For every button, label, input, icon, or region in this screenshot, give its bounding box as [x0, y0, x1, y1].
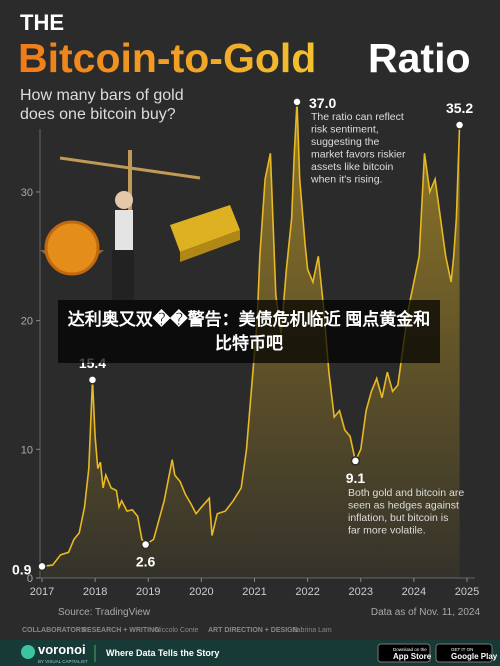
play-badge-top: GET IT ON	[451, 647, 473, 652]
highlight-point	[292, 97, 302, 107]
source: Source: TradingView	[58, 607, 151, 618]
x-tick-label: 2017	[30, 586, 54, 598]
play-badge[interactable]	[435, 643, 493, 663]
illustration	[40, 150, 240, 300]
annotation: far more volatile.	[348, 525, 426, 537]
x-tick-label: 2019	[136, 586, 160, 598]
highlight-point	[350, 456, 361, 466]
app-badge[interactable]	[377, 643, 431, 663]
title: Bitcoin-to-Gold	[18, 35, 316, 81]
annotation: inflation, but bitcoin is	[348, 512, 448, 524]
credit: ART DIRECTION + DESIGN	[208, 627, 298, 634]
tagline: Where Data Tells the Story	[106, 648, 219, 658]
highlight-label: 2.6	[136, 554, 156, 570]
title-suffix: Ratio	[368, 35, 471, 81]
x-tick-label: 2023	[349, 586, 373, 598]
app-badge-label: App Store	[393, 652, 432, 661]
credit: Sabrina Lam	[292, 627, 332, 634]
x-tick-label: 2020	[189, 586, 213, 598]
y-tick-label: 20	[21, 316, 33, 328]
highlight-label: 9.1	[346, 470, 366, 486]
annotation: market favors riskier	[311, 149, 406, 161]
x-tick-label: 2018	[83, 586, 107, 598]
title-prefix: THE	[20, 10, 64, 35]
line	[41, 101, 461, 568]
annotation: assets like bitcoin	[311, 161, 393, 173]
x-tick-label: 2022	[295, 586, 319, 598]
brand-sub: BY VISUAL CAPITALIST	[38, 659, 88, 664]
x-tick-label: 2025	[455, 586, 479, 598]
y-tick-label: 0	[27, 573, 33, 585]
annotation: The ratio can reflect	[311, 111, 404, 123]
highlight-label: 37.0	[309, 95, 336, 111]
area	[42, 101, 460, 579]
highlight-point	[140, 539, 151, 550]
highlight-point	[87, 375, 98, 385]
banner: 达利奥又双��警告：美债危机临近 囤点黄金和比特币吧	[58, 300, 440, 363]
annotation: Both gold and bitcoin are	[348, 487, 464, 499]
subtitle: does one bitcoin buy?	[20, 106, 176, 123]
annotation: risk sentiment,	[311, 124, 379, 136]
highlight-label: 35.2	[446, 100, 473, 116]
highlight-label: 0.9	[12, 561, 32, 577]
highlight-point	[37, 561, 47, 572]
x-tick-label: 2024	[402, 586, 426, 598]
annotation: when it's rising.	[310, 174, 382, 186]
play-badge-label: Google Play	[451, 652, 498, 661]
credit: COLLABORATORS	[22, 627, 86, 634]
y-tick-label: 10	[21, 444, 33, 456]
plot: 0 10 20 30 2017 2018 2019 2020 2021 2022 2023 2024 2…	[12, 95, 479, 598]
x-tick-label: 2021	[242, 586, 266, 598]
annotation: seen as hedges against	[348, 500, 459, 512]
credit: RESEARCH + WRITING	[82, 627, 160, 634]
subtitle: How many bars of gold	[20, 87, 184, 104]
annotation: suggesting the	[311, 136, 379, 148]
credit: Niccolo Conte	[155, 627, 199, 634]
y-tick-label: 30	[21, 187, 33, 199]
brand: voronoi	[38, 642, 86, 657]
data-date: Data as of Nov. 11, 2024	[371, 607, 481, 618]
app-badge-top: Download on the	[393, 647, 427, 652]
highlight-point	[454, 120, 465, 130]
